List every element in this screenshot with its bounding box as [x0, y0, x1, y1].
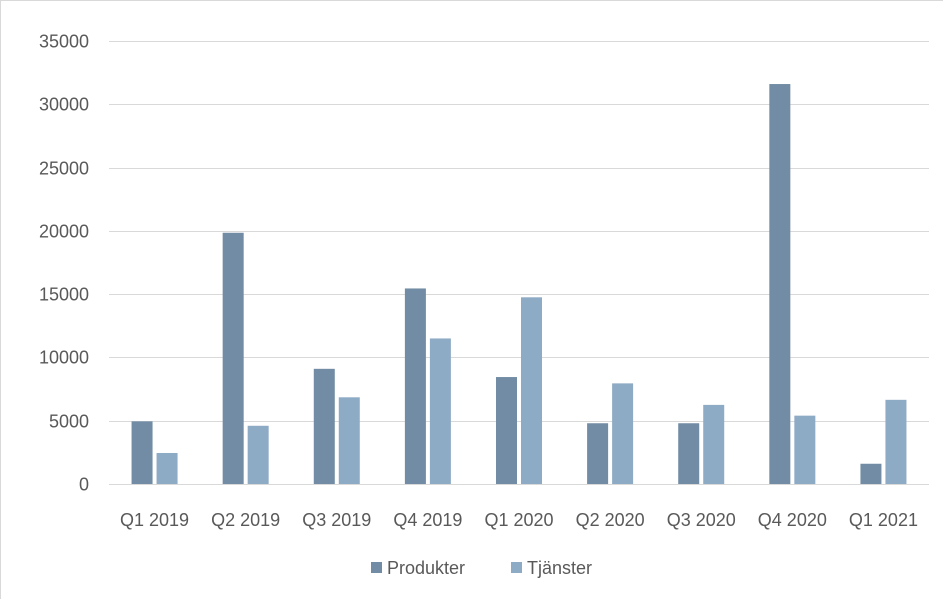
x-tick-label: Q4 2020: [758, 510, 827, 530]
x-tick-label: Q3 2020: [667, 510, 736, 530]
bar-tj-nster-q2-2019: [247, 425, 269, 484]
x-tick-label: Q3 2019: [302, 510, 371, 530]
x-tick-label: Q2 2020: [576, 510, 645, 530]
legend-label: Produkter: [387, 558, 465, 578]
x-tick-label: Q1 2020: [484, 510, 553, 530]
x-tick-label: Q4 2019: [393, 510, 462, 530]
bar-produkter-q2-2019: [222, 232, 244, 484]
y-tick-label: 30000: [39, 95, 89, 115]
y-tick-label: 0: [79, 475, 89, 495]
bar-tj-nster-q3-2020: [703, 404, 725, 484]
bar-produkter-q3-2019: [313, 368, 335, 484]
x-tick-label: Q1 2019: [120, 510, 189, 530]
bar-tj-nster-q3-2019: [338, 397, 360, 484]
bar-tj-nster-q1-2021: [885, 399, 907, 484]
bar-tj-nster-q1-2019: [156, 452, 178, 484]
y-tick-label: 10000: [39, 348, 89, 368]
x-tick-label: Q2 2019: [211, 510, 280, 530]
legend-swatch-tj-nster: [511, 562, 522, 573]
bar-produkter-q4-2019: [404, 288, 426, 484]
legend: Produkter Tjänster: [371, 558, 592, 578]
y-tick-label: 15000: [39, 285, 89, 305]
bar-produkter-q1-2019: [131, 421, 153, 484]
x-axis-tick-labels: Q1 2019 Q2 2019 Q3 2019 Q4 2019 Q1 2020 Q2 20…: [120, 510, 918, 530]
y-tick-label: 20000: [39, 222, 89, 242]
bar-produkter-q2-2020: [587, 423, 609, 484]
bar-tj-nster-q4-2019: [429, 338, 451, 484]
gridlines: [109, 41, 929, 485]
legend-swatch-produkter: [371, 562, 382, 573]
y-tick-label: 25000: [39, 159, 89, 179]
bars: [131, 84, 907, 484]
bar-tj-nster-q4-2020: [794, 415, 816, 484]
y-tick-label: 35000: [39, 32, 89, 52]
y-tick-label: 5000: [49, 412, 89, 432]
legend-label: Tjänster: [527, 558, 592, 578]
y-axis-tick-labels: 0 5000 10000 15000 20000 25000 30000 35000: [39, 32, 89, 495]
bar-tj-nster-q1-2020: [521, 297, 542, 484]
x-tick-label: Q1 2021: [849, 510, 918, 530]
bar-produkter-q1-2021: [860, 463, 882, 484]
bar-tj-nster-q2-2020: [612, 383, 634, 484]
bar-produkter-q3-2020: [678, 423, 700, 484]
bar-produkter-q1-2020: [496, 377, 517, 484]
bar-produkter-q4-2020: [769, 84, 791, 484]
